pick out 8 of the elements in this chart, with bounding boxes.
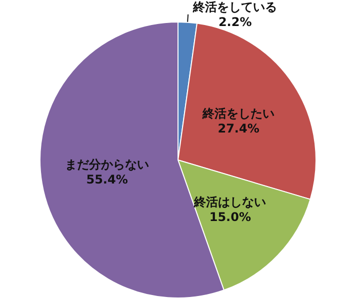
slice-label: 終活をしたい [202,106,275,121]
data-label: 27.4% [218,122,260,136]
slice-label: 終活をしている [192,0,278,14]
data-label: 15.0% [209,210,251,224]
slice-label: まだ分からない [65,158,150,172]
slice-label: 終活はしない [193,195,266,210]
data-label: 55.4% [86,172,128,187]
data-label: 2.2% [218,14,252,29]
